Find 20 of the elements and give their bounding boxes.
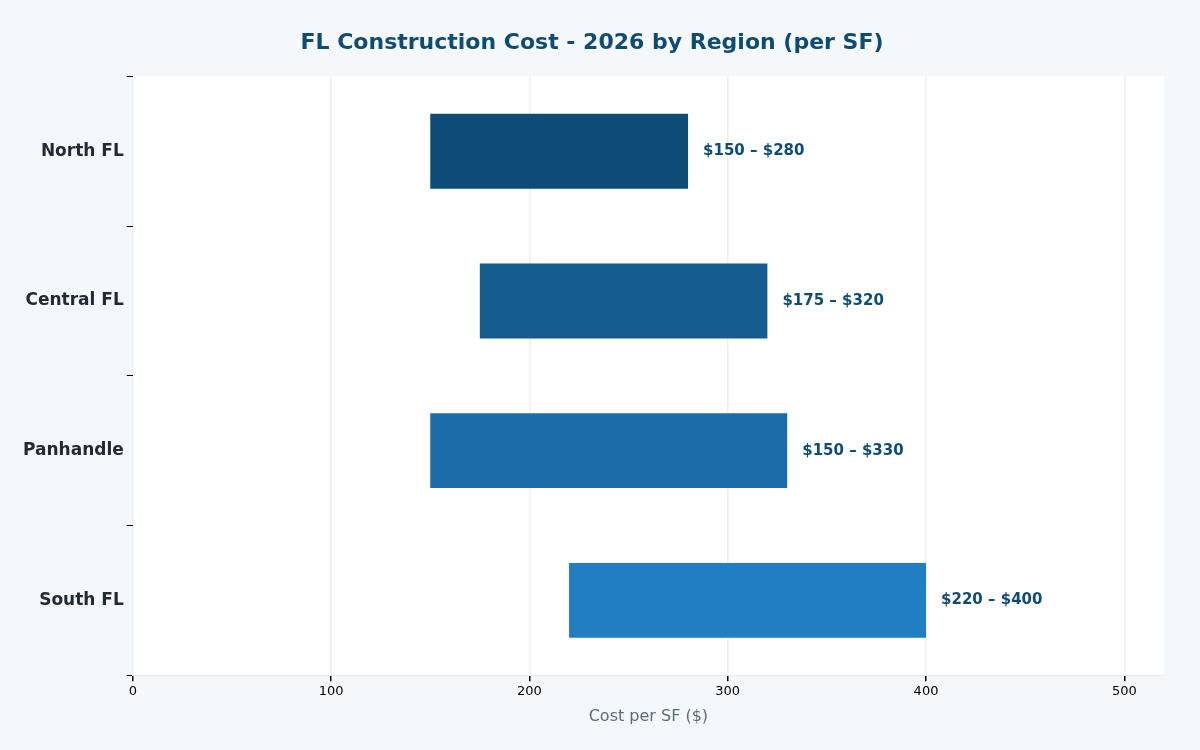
annotation: $150 – $330: [802, 440, 904, 459]
chart-title: FL Construction Cost - 2026 by Region (per SF): [300, 28, 884, 54]
y-tick-label: Panhandle: [23, 439, 124, 460]
x-tick-label: 300: [715, 683, 741, 699]
x-tick-label: 100: [318, 683, 344, 699]
annotation: $175 – $320: [782, 290, 884, 309]
y-tick-label: South FL: [39, 588, 124, 609]
bar: [430, 113, 689, 189]
x-tick-label: 200: [516, 683, 542, 699]
x-tick-label: 400: [913, 683, 939, 699]
y-tick-label: Central FL: [25, 289, 124, 310]
annotation: $220 – $400: [941, 590, 1043, 609]
x-axis-title: Cost per SF ($): [588, 705, 709, 725]
x-tick-label: 0: [128, 683, 137, 699]
bar: [430, 413, 788, 489]
bar: [479, 263, 768, 339]
y-tick-label: North FL: [40, 139, 124, 160]
x-tick-label: 500: [1111, 683, 1137, 699]
bar: [569, 562, 927, 638]
annotation: $150 – $280: [703, 141, 805, 160]
